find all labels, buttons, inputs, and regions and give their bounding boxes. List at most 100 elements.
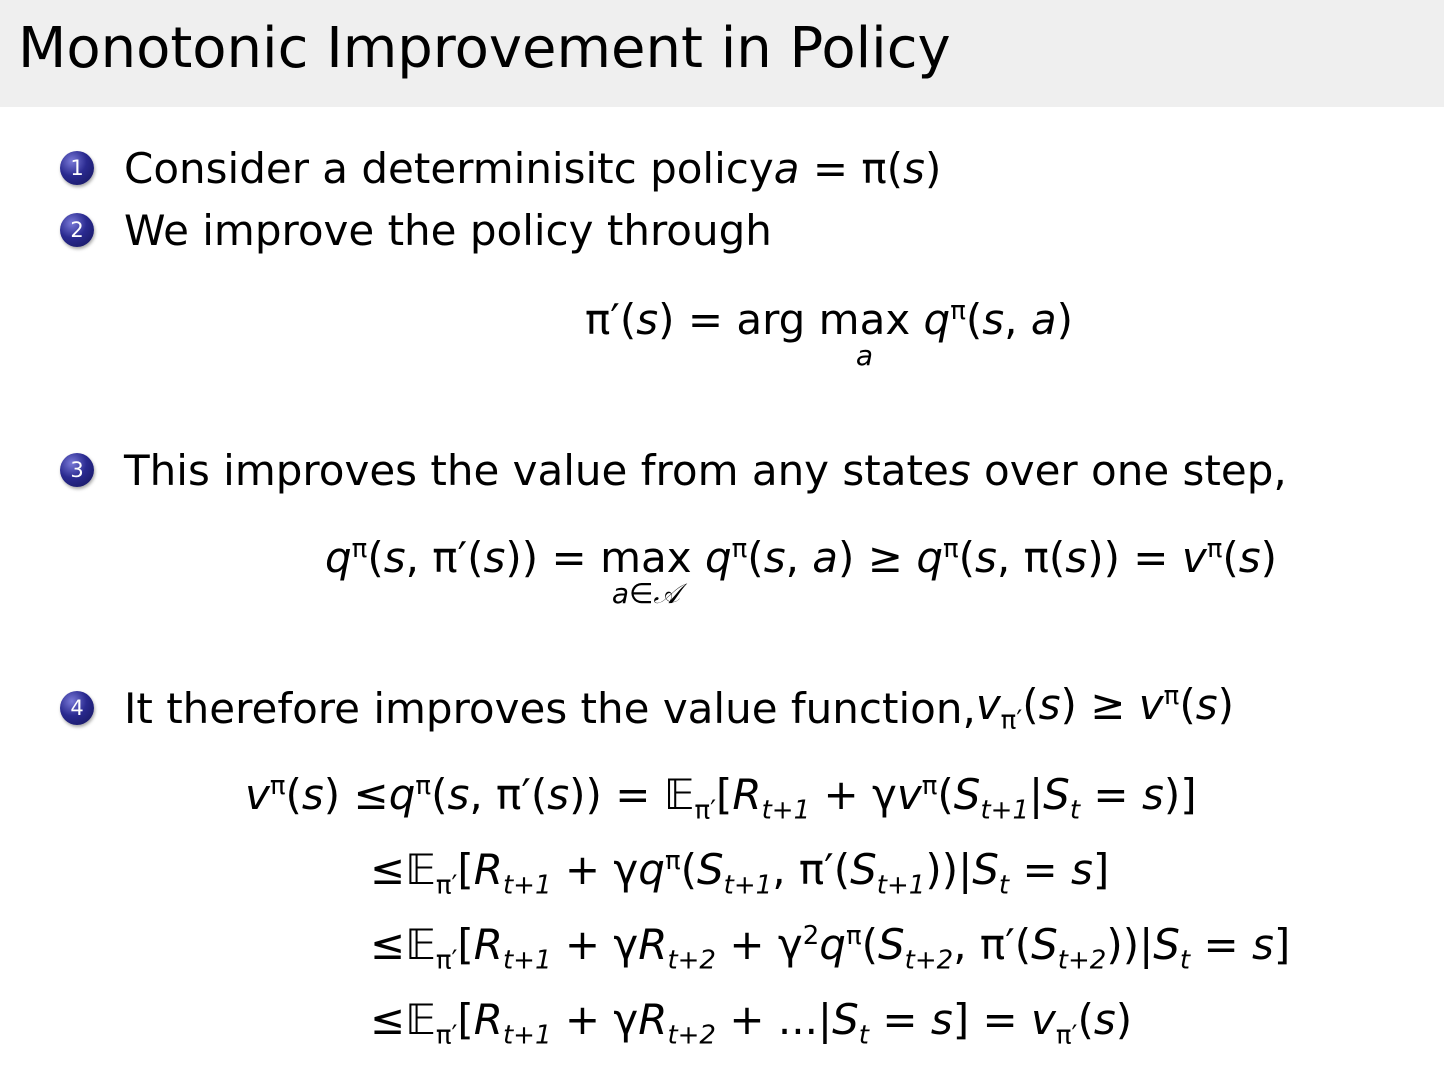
math-token: t bbox=[1179, 945, 1191, 976]
math-token: v bbox=[1031, 995, 1056, 1044]
math-token: s bbox=[636, 295, 659, 344]
math-token: S bbox=[696, 845, 724, 894]
math-token: π bbox=[1163, 681, 1180, 712]
math-token: q bbox=[819, 920, 846, 969]
math-token: t bbox=[858, 1020, 869, 1051]
math-token: R bbox=[473, 920, 503, 969]
math-token: π′ bbox=[694, 795, 717, 826]
math-token: s bbox=[930, 995, 953, 1044]
math-token: π′ bbox=[1000, 705, 1023, 736]
bullet-number-icon: 3 bbox=[60, 453, 94, 487]
math-token: ( bbox=[431, 770, 448, 819]
math-token: π bbox=[921, 771, 938, 801]
math-token: s bbox=[1093, 995, 1116, 1044]
math-token: R bbox=[638, 920, 668, 969]
math-token: ) ≤ bbox=[323, 770, 389, 819]
math-token: R bbox=[732, 770, 762, 819]
list-item: 3 This improves the value from any state… bbox=[60, 445, 1287, 495]
inline-math: s over one step, bbox=[949, 446, 1287, 495]
item-text: This improves the value from any state bbox=[124, 445, 949, 495]
math-token: π bbox=[351, 534, 368, 564]
math-token: ( bbox=[965, 295, 983, 344]
math-token: t bbox=[998, 870, 1010, 901]
list-item: 2 We improve the policy through bbox=[60, 205, 772, 255]
equation-rhs: qπ(s, a) ≥ qπ(s, π(s)) = vπ(s) bbox=[705, 533, 1277, 582]
bullet-number-icon: 4 bbox=[60, 691, 94, 725]
math-token: π′ bbox=[435, 1020, 458, 1051]
math-token: + ...| bbox=[715, 995, 833, 1044]
math-token: over one step, bbox=[970, 445, 1287, 495]
math-token: s bbox=[1252, 920, 1274, 969]
bullet-number-icon: 1 bbox=[60, 151, 94, 185]
math-token: q bbox=[923, 295, 951, 344]
math-token: ( bbox=[937, 770, 954, 819]
math-token: s bbox=[1195, 680, 1218, 730]
math-token: q bbox=[325, 533, 352, 582]
inline-math: a = π(s) bbox=[774, 144, 942, 193]
equation-policy-improvement: π′(s) = arg max a qπ(s, a) bbox=[585, 295, 1073, 372]
slide-title: Monotonic Improvement in Policy bbox=[18, 16, 951, 81]
math-token: t+1 bbox=[723, 870, 773, 901]
math-token: ))| bbox=[925, 845, 973, 894]
equation-chain-line: ≤𝔼π′[Rt+1 + γqπ(St+1, π′(St+1))|St = s] bbox=[370, 845, 1109, 900]
math-token: s bbox=[447, 770, 470, 819]
equation-chain-line: vπ(s) ≤qπ(s, π′(s)) = 𝔼π′[Rt+1 + γvπ(St+… bbox=[245, 770, 1197, 825]
math-token: S bbox=[972, 845, 999, 894]
math-token: ( bbox=[367, 533, 384, 582]
math-token: s bbox=[1071, 845, 1093, 894]
math-token: S bbox=[878, 920, 905, 969]
math-token: , bbox=[785, 533, 813, 582]
math-token: s bbox=[1141, 770, 1164, 819]
list-item: 4 It therefore improves the value functi… bbox=[60, 680, 1234, 736]
operator-limit: a∈𝒜 bbox=[611, 577, 680, 610]
math-token: = bbox=[1080, 770, 1142, 819]
math-token: ] bbox=[1092, 845, 1110, 894]
equation-one-step: qπ(s, π′(s)) = max a∈𝒜 qπ(s, a) ≥ qπ(s, π… bbox=[325, 533, 1277, 610]
math-token: )) = bbox=[505, 533, 601, 582]
equation-chain-line: ≤𝔼π′[Rt+1 + γRt+2 + γ2qπ(St+2, π′(St+2))… bbox=[370, 920, 1290, 975]
math-token: S bbox=[1043, 770, 1070, 819]
math-token: = π( bbox=[799, 143, 904, 193]
math-token: t+1 bbox=[876, 870, 926, 901]
math-token: S bbox=[1031, 920, 1058, 969]
math-token: S bbox=[832, 995, 859, 1044]
math-token: t+2 bbox=[667, 1020, 716, 1051]
math-token: s bbox=[975, 533, 997, 582]
math-token: , π( bbox=[996, 533, 1066, 582]
math-token: = bbox=[1009, 845, 1072, 894]
math-token: π bbox=[731, 534, 748, 564]
math-token: π bbox=[415, 771, 432, 801]
math-token: s bbox=[1238, 533, 1261, 582]
math-token: ( bbox=[747, 533, 764, 582]
math-token: q bbox=[638, 845, 665, 894]
math-token: [ bbox=[716, 770, 733, 819]
math-token: 2 bbox=[802, 921, 820, 951]
math-token: π′( bbox=[585, 295, 637, 344]
math-token: )] bbox=[1163, 770, 1197, 819]
math-token: ) ≥ bbox=[1060, 680, 1139, 730]
math-token: | bbox=[1029, 770, 1044, 819]
math-token: t+1 bbox=[502, 1020, 552, 1051]
inline-math: vπ′(s) ≥ vπ(s) bbox=[976, 680, 1234, 735]
math-token: v bbox=[896, 770, 922, 819]
math-token: + γ bbox=[551, 995, 639, 1044]
math-token: π bbox=[845, 921, 862, 951]
math-token: ] bbox=[1273, 920, 1291, 969]
math-token: s bbox=[1065, 533, 1088, 582]
operator: max bbox=[818, 295, 911, 344]
bullet-number-icon: 2 bbox=[60, 213, 94, 247]
math-token: π bbox=[269, 771, 286, 801]
operator-limit: a bbox=[855, 339, 874, 372]
math-token: [ bbox=[457, 845, 474, 894]
math-token: ( bbox=[958, 533, 976, 582]
math-token: s bbox=[483, 533, 506, 582]
math-token: t+1 bbox=[980, 795, 1029, 826]
math-token: ( bbox=[285, 770, 302, 819]
math-token: , π′( bbox=[469, 770, 548, 819]
max-operator: max a bbox=[818, 295, 911, 372]
math-token: π bbox=[942, 534, 959, 564]
math-token: a bbox=[1030, 295, 1057, 344]
math-token: ( bbox=[1179, 680, 1196, 730]
math-token: ) ≥ bbox=[838, 533, 917, 582]
math-token: q bbox=[916, 533, 943, 582]
